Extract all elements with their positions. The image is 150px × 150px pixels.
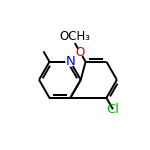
Circle shape [66,57,75,66]
Text: N: N [65,55,75,68]
Text: Cl: Cl [106,103,120,116]
Circle shape [77,49,84,56]
Text: OCH₃: OCH₃ [59,30,90,43]
Text: O: O [76,46,85,59]
